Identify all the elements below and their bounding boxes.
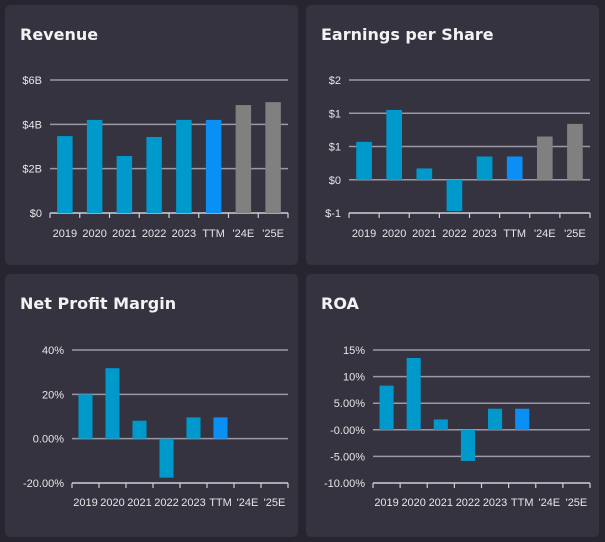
eps-panel: Earnings per Share $-1 $0 $1 $1 $2 2019 2020 20…: [306, 5, 599, 265]
x-tick-label: '25E: [564, 228, 586, 240]
x-tick-label: 2019: [374, 497, 398, 509]
bar-2019: [379, 385, 394, 430]
x-tick-label: TTM: [202, 228, 225, 240]
bar-2022: [159, 438, 174, 478]
chart-title: Earnings per Share: [321, 25, 494, 44]
x-tick-label: 2020: [382, 228, 406, 240]
y-tick-label: $2: [329, 75, 341, 87]
y-tick-label: -5.00%: [330, 451, 365, 463]
y-tick-label: $-1: [325, 208, 341, 220]
bar-2023: [186, 417, 201, 439]
y-tick-label: $1: [329, 142, 341, 154]
chart-title: Revenue: [20, 25, 99, 44]
x-tick-label: 2022: [142, 228, 166, 240]
bar-2021: [116, 156, 133, 213]
x-tick-label: 2023: [181, 497, 205, 509]
bar-2020: [386, 109, 403, 180]
x-tick-label: 2022: [456, 497, 480, 509]
roa-panel: ROA -10.00% -5.00% -0.00% 5.00% 10% 15% 2019 20…: [306, 274, 599, 537]
x-tick-label: 2023: [472, 228, 496, 240]
y-tick-label: 0.00%: [33, 434, 64, 446]
y-tick-label: -0.00%: [330, 425, 365, 437]
x-tick-label: '25E: [566, 497, 588, 509]
revenue-panel: Revenue $0 $2B $4B $6B 2019 2020 2021 2022 2023 T…: [5, 5, 298, 265]
x-tick-label: 2021: [112, 228, 136, 240]
bar-2021: [132, 420, 147, 439]
bar-2023: [176, 119, 192, 213]
y-tick-label: $6B: [22, 75, 42, 87]
bar-2019: [57, 136, 73, 213]
x-tick-label: 2019: [53, 228, 77, 240]
y-tick-label: 10%: [343, 372, 365, 384]
revenue-chart: $0 $2B $4B $6B 2019 2020 2021 2022 2023 TTM '24E '2…: [22, 75, 289, 240]
y-tick-label: 40%: [42, 345, 64, 357]
x-tick-label: 2023: [172, 228, 196, 240]
bar-25E: [265, 102, 281, 213]
y-tick-label: 20%: [42, 389, 64, 401]
bar-TTM: [515, 408, 530, 430]
y-tick-label: $4B: [22, 119, 42, 131]
roa-chart: -10.00% -5.00% -0.00% 5.00% 10% 15% 2019 2020 20…: [324, 345, 591, 509]
net-profit-margin-chart: -20.00% 0.00% 20% 40% 2019 2020 2021 2022 2023 TT…: [23, 345, 289, 509]
bar-2019: [78, 394, 93, 439]
x-tick-label: '24E: [233, 228, 255, 240]
x-tick-label: TTM: [511, 497, 534, 509]
x-tick-label: '24E: [538, 497, 560, 509]
bar-TTM: [213, 417, 228, 439]
chart-title: ROA: [321, 294, 359, 313]
y-tick-label: -20.00%: [23, 478, 64, 490]
bar-2020: [86, 119, 103, 213]
y-tick-label: $1: [329, 108, 341, 120]
bar-2020: [406, 357, 421, 430]
x-tick-label: 2020: [401, 497, 425, 509]
x-tick-label: '25E: [262, 228, 284, 240]
x-tick-label: 2020: [100, 497, 124, 509]
bar-2021: [433, 419, 448, 430]
bar-2022: [460, 429, 475, 461]
x-tick-label: 2023: [483, 497, 507, 509]
x-tick-label: 2022: [154, 497, 178, 509]
bar-TTM: [205, 119, 222, 213]
x-tick-label: 2021: [412, 228, 436, 240]
x-tick-label: 2019: [73, 497, 97, 509]
bar-2020: [105, 368, 120, 439]
x-tick-label: TTM: [209, 497, 232, 509]
x-tick-label: TTM: [503, 228, 526, 240]
bar-24E: [536, 136, 553, 180]
y-tick-label: $0: [30, 208, 42, 220]
x-tick-label: 2022: [442, 228, 466, 240]
y-tick-label: -10.00%: [324, 478, 365, 490]
bar-TTM: [506, 156, 523, 180]
chart-title: Net Profit Margin: [20, 294, 177, 313]
bar-2019: [356, 141, 372, 180]
bar-2021: [416, 168, 433, 180]
x-tick-label: '24E: [534, 228, 556, 240]
x-tick-label: 2020: [82, 228, 106, 240]
bar-2022: [446, 179, 463, 212]
bar-25E: [567, 123, 583, 180]
y-tick-label: $0: [329, 175, 341, 187]
x-tick-label: 2019: [352, 228, 376, 240]
y-tick-label: 5.00%: [334, 398, 365, 410]
bar-24E: [235, 105, 252, 213]
eps-chart: $-1 $0 $1 $1 $2 2019 2020 2021 2022 2023 TTM '24E '2…: [325, 75, 591, 240]
x-tick-label: '24E: [237, 497, 259, 509]
y-tick-label: 15%: [343, 345, 365, 357]
net-profit-margin-panel: Net Profit Margin -20.00% 0.00% 20% 40% 2019…: [5, 274, 298, 537]
bar-2023: [488, 408, 503, 430]
bar-2023: [476, 156, 493, 180]
bar-2022: [146, 136, 162, 213]
y-tick-label: $2B: [22, 164, 42, 176]
x-tick-label: '25E: [264, 497, 286, 509]
x-tick-label: 2021: [127, 497, 151, 509]
x-tick-label: 2021: [429, 497, 453, 509]
